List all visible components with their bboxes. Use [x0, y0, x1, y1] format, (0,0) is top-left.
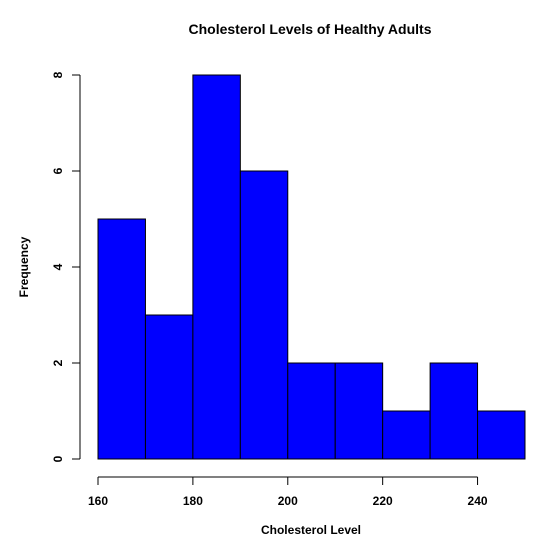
x-axis: 160 180 200 220 240: [88, 476, 488, 508]
y-axis-tick-label: 8: [51, 71, 65, 78]
bars-layer: [97, 74, 526, 460]
x-axis-tick-label: 220: [373, 494, 393, 508]
x-axis-tick-label: 200: [278, 494, 298, 508]
histogram-bar: [382, 410, 431, 460]
chart-title: Cholesterol Levels of Healthy Adults: [189, 21, 432, 37]
histogram-bar: [477, 410, 526, 460]
y-axis-tick-label: 2: [51, 359, 65, 366]
histogram-bar: [334, 362, 384, 460]
y-axis-label: Frequency: [17, 236, 31, 297]
x-axis-tick-label: 180: [183, 494, 203, 508]
x-axis-tick-label: 240: [468, 494, 488, 508]
histogram-bar: [192, 74, 241, 460]
histogram-bar: [144, 314, 194, 460]
y-axis-tick-label: 4: [51, 263, 65, 270]
y-axis: 0 2 4 6 8: [51, 71, 81, 462]
y-axis-tick-label: 6: [51, 167, 65, 174]
x-axis-tick-label: 160: [88, 494, 108, 508]
histogram-bar: [97, 218, 146, 460]
x-axis-label: Cholesterol Level: [261, 523, 361, 537]
histogram-bar: [239, 170, 289, 460]
y-axis-tick-label: 0: [51, 455, 65, 462]
histogram-bar: [429, 362, 479, 460]
histogram-bar: [287, 362, 336, 460]
